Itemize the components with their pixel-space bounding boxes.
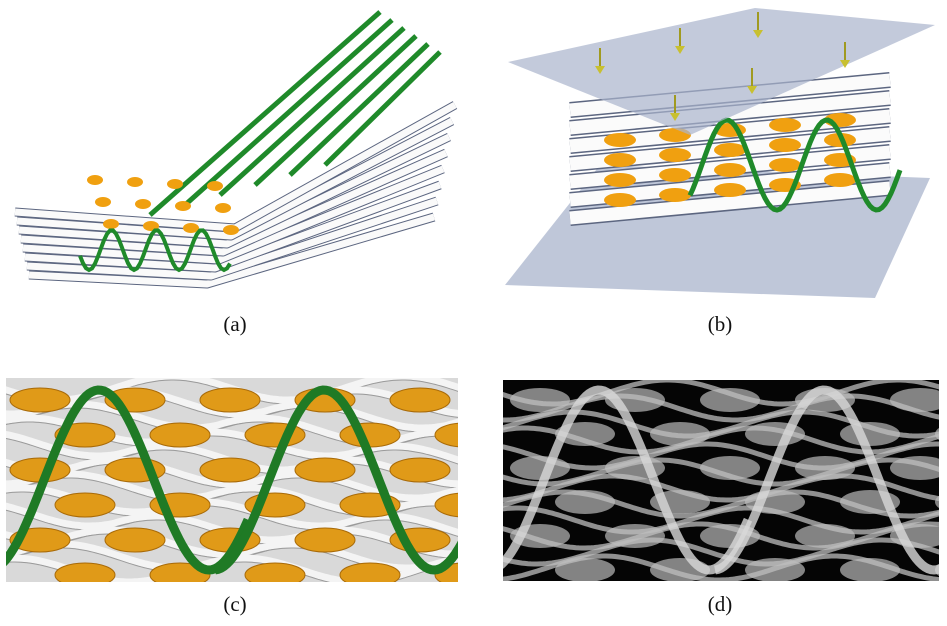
yarn-section <box>223 225 239 235</box>
figure: (a) (b) (c) (d) <box>0 0 947 626</box>
panel-c-image <box>0 376 495 587</box>
yarn-section <box>207 181 223 191</box>
yarn-section <box>175 201 191 211</box>
yarn-section <box>105 528 165 552</box>
yarn-section <box>604 193 636 207</box>
yarn-section <box>435 423 495 447</box>
yarn-section <box>95 197 111 207</box>
panel-b-image <box>505 8 935 298</box>
yarn-section <box>150 423 210 447</box>
yarn-section <box>340 563 400 587</box>
yarn-section <box>769 138 801 152</box>
panel-a-image <box>15 12 455 284</box>
yarn-section <box>659 188 691 202</box>
panel-d-image <box>490 380 947 582</box>
yarn-section <box>295 458 355 482</box>
panel-label: (a) <box>223 312 246 336</box>
yarn-section <box>659 168 691 182</box>
yarn-section <box>390 458 450 482</box>
yarn-section <box>604 153 636 167</box>
yarn-section <box>103 219 119 229</box>
panel-label: (b) <box>708 312 733 336</box>
yarn-section <box>714 143 746 157</box>
panel-label: (d) <box>708 592 733 616</box>
yarn-section <box>55 493 115 517</box>
yarn-section <box>604 173 636 187</box>
yarn-section <box>10 388 70 412</box>
yarn-section <box>127 177 143 187</box>
yarn-section <box>200 388 260 412</box>
yarn-section <box>135 199 151 209</box>
yarn-section <box>824 173 856 187</box>
panel-label: (c) <box>223 592 246 616</box>
yarn-section <box>714 163 746 177</box>
yarn-section <box>245 563 305 587</box>
yarn-section <box>167 179 183 189</box>
yarn-section <box>769 158 801 172</box>
yarn-section <box>659 148 691 162</box>
yarn-section <box>714 183 746 197</box>
yarn-section <box>87 175 103 185</box>
yarn-section <box>295 528 355 552</box>
yarn-section <box>200 458 260 482</box>
yarn-section <box>55 563 115 587</box>
yarn-section <box>340 423 400 447</box>
yarn-section <box>769 118 801 132</box>
yarn-section <box>435 493 495 517</box>
yarn-section <box>215 203 231 213</box>
yarn-section <box>390 388 450 412</box>
yarn-section <box>604 133 636 147</box>
